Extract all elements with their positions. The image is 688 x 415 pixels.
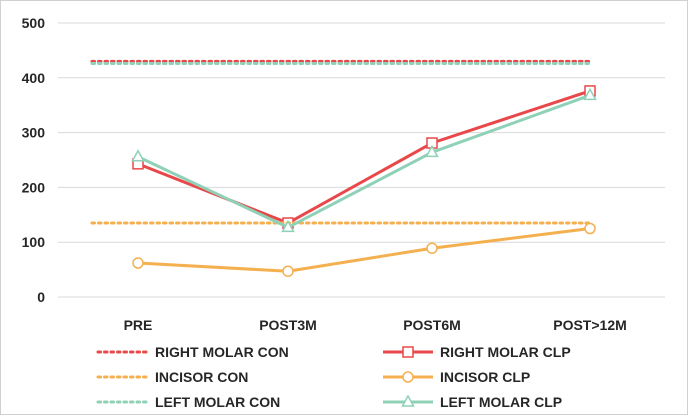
legend-item: RIGHT MOLAR CLP: [383, 344, 571, 360]
legend-label: INCISOR CON: [155, 369, 248, 385]
legend-label: INCISOR CLP: [440, 369, 530, 385]
triangle-marker: [401, 394, 415, 407]
y-tick-label: 400: [22, 70, 46, 86]
legend-label: RIGHT MOLAR CON: [155, 344, 289, 360]
legend-label: LEFT MOLAR CLP: [440, 394, 562, 410]
x-axis-tick-labels: PRE POST3M POST6M POST>12M: [124, 317, 627, 333]
triangle-marker: [583, 87, 597, 101]
triangle-marker: [425, 144, 439, 158]
series-incisor-clp: [132, 222, 596, 277]
legend-label: RIGHT MOLAR CLP: [440, 344, 571, 360]
x-tick-label: POST>12M: [553, 317, 627, 333]
series-lines: [90, 59, 597, 277]
circle-marker: [426, 242, 438, 254]
legend-item: INCISOR CON: [96, 369, 248, 385]
series-line: [137, 89, 591, 225]
x-tick-label: POST3M: [259, 317, 317, 333]
triangle-marker: [281, 219, 295, 233]
y-tick-label: 500: [22, 15, 46, 31]
series-line: [137, 93, 591, 229]
y-tick-label: 100: [22, 234, 46, 250]
legend-item: LEFT MOLAR CON: [96, 394, 280, 410]
triangle-marker: [131, 149, 145, 162]
circle-marker: [132, 257, 144, 269]
legend-label: LEFT MOLAR CON: [155, 394, 280, 410]
circle-marker: [584, 222, 596, 235]
circle-marker: [402, 371, 414, 383]
series-right-molar-clp: [132, 85, 596, 229]
series-line: [137, 227, 591, 273]
legend-item: LEFT MOLAR CLP: [383, 394, 562, 410]
y-tick-label: 0: [37, 289, 45, 305]
y-axis-tick-labels: 0 100 200 300 400 500: [22, 15, 46, 305]
x-tick-label: POST6M: [403, 317, 461, 333]
gridlines: [58, 22, 665, 298]
x-tick-label: PRE: [124, 317, 153, 333]
series-left-molar-clp: [131, 87, 597, 233]
circle-marker: [282, 265, 294, 277]
y-tick-label: 300: [22, 125, 46, 141]
legend: RIGHT MOLAR CON RIGHT MOLAR CLP INCISOR CO…: [96, 344, 571, 410]
legend-item: INCISOR CLP: [383, 369, 530, 385]
square-marker: [402, 346, 414, 358]
legend-item: RIGHT MOLAR CON: [96, 344, 289, 360]
y-tick-label: 200: [22, 179, 46, 195]
